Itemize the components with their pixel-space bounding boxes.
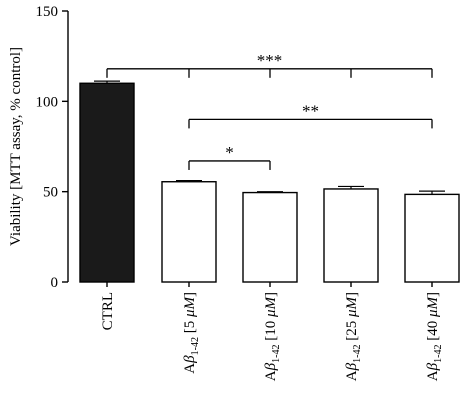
category-label: Aβ1-42 [10 μM] — [263, 292, 282, 381]
category-label: CTRL — [100, 292, 116, 330]
bar — [404, 193, 460, 283]
significance-label: ** — [302, 101, 319, 120]
y-tick-label: 0 — [51, 275, 59, 291]
significance-bracket: ** — [188, 101, 433, 129]
y-axis-label: Viability [MTT assay, % control] — [8, 47, 24, 246]
category-label: Aβ1-42 [25 μM] — [344, 292, 363, 381]
y-tick-label: 100 — [36, 94, 59, 110]
significance-label: *** — [257, 51, 283, 70]
category-label: Aβ1-42 [5 μM] — [182, 292, 201, 374]
bar — [79, 82, 135, 283]
significance-bracket: * — [188, 143, 271, 170]
plot-area: 0 50 100 150 Viability [MTT assay, % control… — [8, 4, 460, 381]
significance-bracket: *** — [106, 51, 433, 78]
bar — [323, 188, 379, 283]
y-tick-label: 150 — [36, 4, 59, 20]
bar — [161, 181, 217, 283]
significance-label: * — [225, 143, 234, 162]
y-tick-label: 50 — [43, 185, 58, 201]
category-label: Aβ1-42 [40 μM] — [425, 292, 444, 381]
bar — [242, 191, 298, 283]
